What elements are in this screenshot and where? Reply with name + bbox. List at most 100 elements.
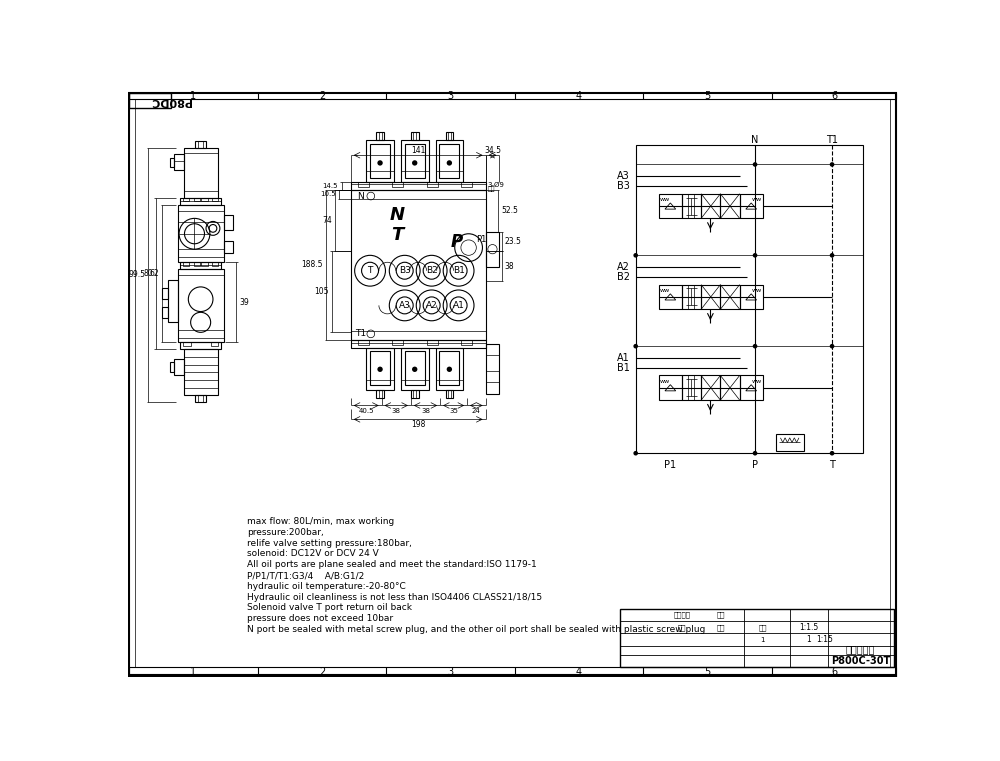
Circle shape <box>412 161 417 166</box>
Text: pressure does not exceed 10bar: pressure does not exceed 10bar <box>247 614 393 623</box>
Text: T1: T1 <box>355 330 366 339</box>
Bar <box>184 148 218 198</box>
Bar <box>168 280 178 323</box>
Circle shape <box>830 253 834 258</box>
Bar <box>411 132 419 140</box>
Text: 198: 198 <box>411 420 425 429</box>
Text: 23.5: 23.5 <box>505 237 522 246</box>
Bar <box>439 351 459 385</box>
Text: 1: 1 <box>761 636 765 642</box>
Text: relife valve setting pressure:180bar,: relife valve setting pressure:180bar, <box>247 539 412 548</box>
Text: ww: ww <box>660 197 670 202</box>
Bar <box>486 344 499 394</box>
Text: solenoid: DC12V or DCV 24 V: solenoid: DC12V or DCV 24 V <box>247 549 379 559</box>
Text: N: N <box>389 205 405 224</box>
Circle shape <box>447 367 452 372</box>
Bar <box>195 142 206 148</box>
Bar <box>170 158 174 167</box>
Text: P1: P1 <box>664 460 676 470</box>
Text: 比例: 比例 <box>716 624 725 631</box>
Text: 74: 74 <box>323 216 332 225</box>
Text: 52.5: 52.5 <box>501 206 518 215</box>
Bar <box>201 263 208 266</box>
Text: 35: 35 <box>449 408 458 414</box>
Text: 80: 80 <box>143 269 153 278</box>
Text: ww: ww <box>751 197 762 202</box>
Text: 3-Ø9: 3-Ø9 <box>488 181 505 187</box>
Bar <box>201 198 208 202</box>
Text: N: N <box>357 192 364 201</box>
Text: 6: 6 <box>831 667 837 677</box>
Text: 105: 105 <box>314 287 328 296</box>
Text: 1: 1 <box>807 635 811 644</box>
Bar <box>351 190 486 340</box>
Bar <box>446 390 453 398</box>
Text: 三联多路阀: 三联多路阀 <box>846 645 875 654</box>
Bar <box>170 362 174 371</box>
Circle shape <box>830 344 834 349</box>
Text: 38: 38 <box>421 408 430 414</box>
Bar <box>162 307 168 318</box>
Circle shape <box>633 344 638 349</box>
Bar <box>224 215 233 230</box>
Text: 1:1.5: 1:1.5 <box>799 622 819 632</box>
Bar <box>180 342 221 349</box>
Text: 1: 1 <box>190 91 196 101</box>
Text: A3: A3 <box>399 301 411 310</box>
Bar <box>212 263 218 266</box>
Bar <box>401 140 429 182</box>
Circle shape <box>633 253 638 258</box>
Bar <box>351 340 486 348</box>
Bar <box>427 182 438 186</box>
Text: B3: B3 <box>617 181 630 191</box>
Circle shape <box>377 367 383 372</box>
Text: 螺孔: 螺孔 <box>488 186 495 192</box>
Bar <box>740 375 763 400</box>
Text: 5: 5 <box>705 667 711 677</box>
Text: A3: A3 <box>617 171 630 181</box>
Text: max flow: 80L/min, max working: max flow: 80L/min, max working <box>247 517 394 526</box>
Circle shape <box>830 451 834 456</box>
Bar <box>358 340 369 345</box>
Text: 6: 6 <box>831 91 837 101</box>
Bar <box>436 140 463 182</box>
Bar <box>720 375 740 400</box>
Bar <box>183 342 191 346</box>
Bar <box>174 359 184 374</box>
Bar <box>446 132 453 140</box>
Circle shape <box>447 161 452 166</box>
Text: N: N <box>751 135 759 145</box>
Text: 3: 3 <box>447 91 454 101</box>
Bar <box>740 285 763 309</box>
Text: Hydraulic oil cleanliness is not less than ISO4406 CLASS21/18/15: Hydraulic oil cleanliness is not less th… <box>247 593 542 602</box>
Text: B1: B1 <box>617 363 630 373</box>
Bar <box>776 434 804 451</box>
Bar <box>659 194 682 218</box>
Bar <box>224 241 233 253</box>
Text: B2: B2 <box>617 272 630 282</box>
Text: 188.5: 188.5 <box>302 260 323 269</box>
Text: hydraulic oil temperature:-20-80°C: hydraulic oil temperature:-20-80°C <box>247 582 406 591</box>
Bar <box>436 348 463 390</box>
Bar <box>212 198 218 202</box>
Text: 62: 62 <box>149 269 159 278</box>
Text: ww: ww <box>660 288 670 293</box>
Bar <box>178 269 224 342</box>
Bar <box>427 340 438 345</box>
Bar <box>376 390 384 398</box>
Bar <box>486 232 499 267</box>
Text: B1: B1 <box>453 266 465 275</box>
Bar <box>351 182 486 190</box>
Bar <box>701 285 720 309</box>
Bar <box>162 288 168 299</box>
Text: Solenoid valve T port return oil back: Solenoid valve T port return oil back <box>247 603 412 613</box>
Bar <box>180 263 221 269</box>
Bar <box>720 194 740 218</box>
Text: T: T <box>391 225 403 244</box>
Text: B2: B2 <box>426 266 438 275</box>
Text: pressure:200bar,: pressure:200bar, <box>247 528 324 537</box>
Bar <box>366 348 394 390</box>
Bar <box>180 198 221 205</box>
Text: 制图单位: 制图单位 <box>673 612 690 618</box>
Text: 1: 1 <box>190 667 196 677</box>
